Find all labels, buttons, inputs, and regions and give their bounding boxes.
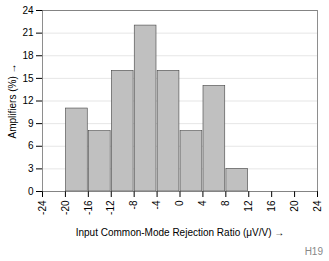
svg-text:24: 24 bbox=[312, 200, 323, 212]
svg-text:3: 3 bbox=[28, 163, 34, 174]
svg-text:6: 6 bbox=[28, 140, 34, 151]
html-text:H19: H19 bbox=[304, 246, 323, 257]
svg-text:-24: -24 bbox=[37, 200, 48, 215]
svg-text:-4: -4 bbox=[151, 200, 162, 209]
svg-text:0: 0 bbox=[174, 200, 185, 206]
svg-text:15: 15 bbox=[22, 73, 34, 84]
svg-text:-20: -20 bbox=[60, 200, 71, 215]
svg-text:9: 9 bbox=[28, 118, 34, 129]
svg-text:24: 24 bbox=[22, 5, 34, 16]
svg-text:4: 4 bbox=[197, 200, 208, 206]
svg-text:18: 18 bbox=[22, 50, 34, 61]
svg-text:8: 8 bbox=[220, 200, 231, 206]
svg-text:12: 12 bbox=[22, 95, 34, 106]
svg-text:Input Common-Mode Rejection Ra: Input Common-Mode Rejection Ratio (μV/V)… bbox=[76, 227, 285, 238]
svg-text:Amplifiers (%) →: Amplifiers (%) → bbox=[7, 63, 18, 138]
svg-text:12: 12 bbox=[243, 200, 254, 212]
svg-text:21: 21 bbox=[22, 27, 34, 38]
svg-text:-8: -8 bbox=[128, 200, 139, 209]
svg-text:16: 16 bbox=[266, 200, 277, 212]
svg-text:-12: -12 bbox=[105, 200, 116, 215]
svg-text:20: 20 bbox=[289, 200, 300, 212]
svg-text:-16: -16 bbox=[83, 200, 94, 215]
svg-text:0: 0 bbox=[28, 186, 34, 197]
